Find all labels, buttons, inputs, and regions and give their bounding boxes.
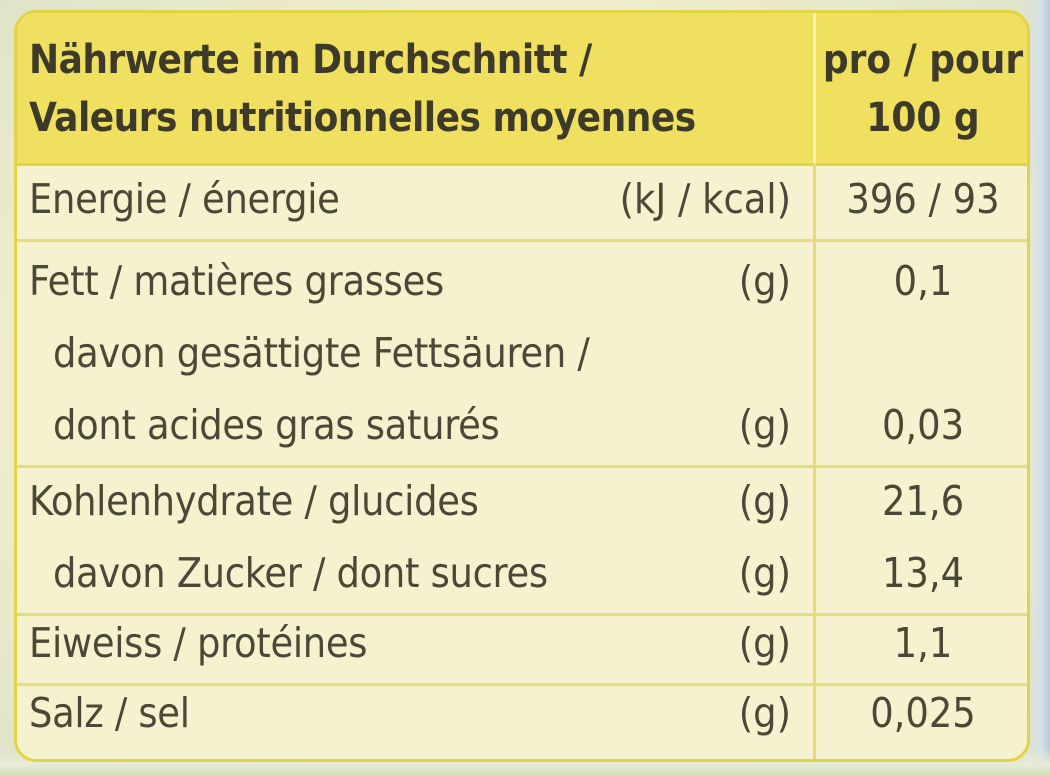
row-saturated-unit: (g) bbox=[738, 401, 791, 449]
row-salt-label: Salz / sel bbox=[29, 689, 190, 737]
header-per-serving: pro / pour 100 g bbox=[817, 31, 1027, 147]
header-divider bbox=[813, 13, 816, 163]
row-protein-label: Eiweiss / protéines bbox=[29, 619, 368, 667]
row-saturated-label-line2: dont acides gras saturés bbox=[53, 401, 500, 449]
header-title-fr: Valeurs nutritionnelles moyennes bbox=[29, 95, 696, 141]
row-separator bbox=[17, 465, 1027, 468]
row-carbs-label: Kohlenhydrate / glucides bbox=[29, 477, 479, 525]
table-header: Nährwerte im Durchschnitt / Valeurs nutr… bbox=[17, 13, 1027, 166]
column-divider bbox=[813, 163, 816, 759]
row-sugar-value: 13,4 bbox=[881, 549, 965, 597]
row-fat-label: Fett / matières grasses bbox=[29, 257, 444, 305]
row-separator bbox=[17, 683, 1027, 686]
row-sugar-label: davon Zucker / dont sucres bbox=[53, 549, 548, 597]
header-per-line1: pro / pour bbox=[822, 37, 1024, 83]
row-energy-unit: (kJ / kcal) bbox=[619, 175, 791, 223]
row-salt-value: 0,025 bbox=[870, 689, 976, 737]
row-saturated-label-line1: davon gesättigte Fettsäuren / bbox=[53, 329, 590, 377]
row-energy-value: 396 / 93 bbox=[846, 175, 1000, 223]
header-title: Nährwerte im Durchschnitt / Valeurs nutr… bbox=[29, 31, 696, 147]
row-fat-value: 0,1 bbox=[893, 257, 953, 305]
header-per-line2: 100 g bbox=[866, 95, 980, 141]
row-saturated-value: 0,03 bbox=[881, 401, 965, 449]
row-separator bbox=[17, 613, 1027, 616]
row-protein-value: 1,1 bbox=[893, 619, 953, 667]
row-carbs-unit: (g) bbox=[738, 477, 791, 525]
row-sugar-unit: (g) bbox=[738, 549, 791, 597]
row-energy-label: Energie / énergie bbox=[29, 175, 340, 223]
row-carbs-value: 21,6 bbox=[881, 477, 965, 525]
row-fat-unit: (g) bbox=[738, 257, 791, 305]
row-protein-unit: (g) bbox=[738, 619, 791, 667]
row-salt-unit: (g) bbox=[738, 689, 791, 737]
nutrition-table: Nährwerte im Durchschnitt / Valeurs nutr… bbox=[14, 10, 1030, 762]
row-separator bbox=[17, 239, 1027, 242]
header-title-de: Nährwerte im Durchschnitt / bbox=[29, 37, 592, 83]
